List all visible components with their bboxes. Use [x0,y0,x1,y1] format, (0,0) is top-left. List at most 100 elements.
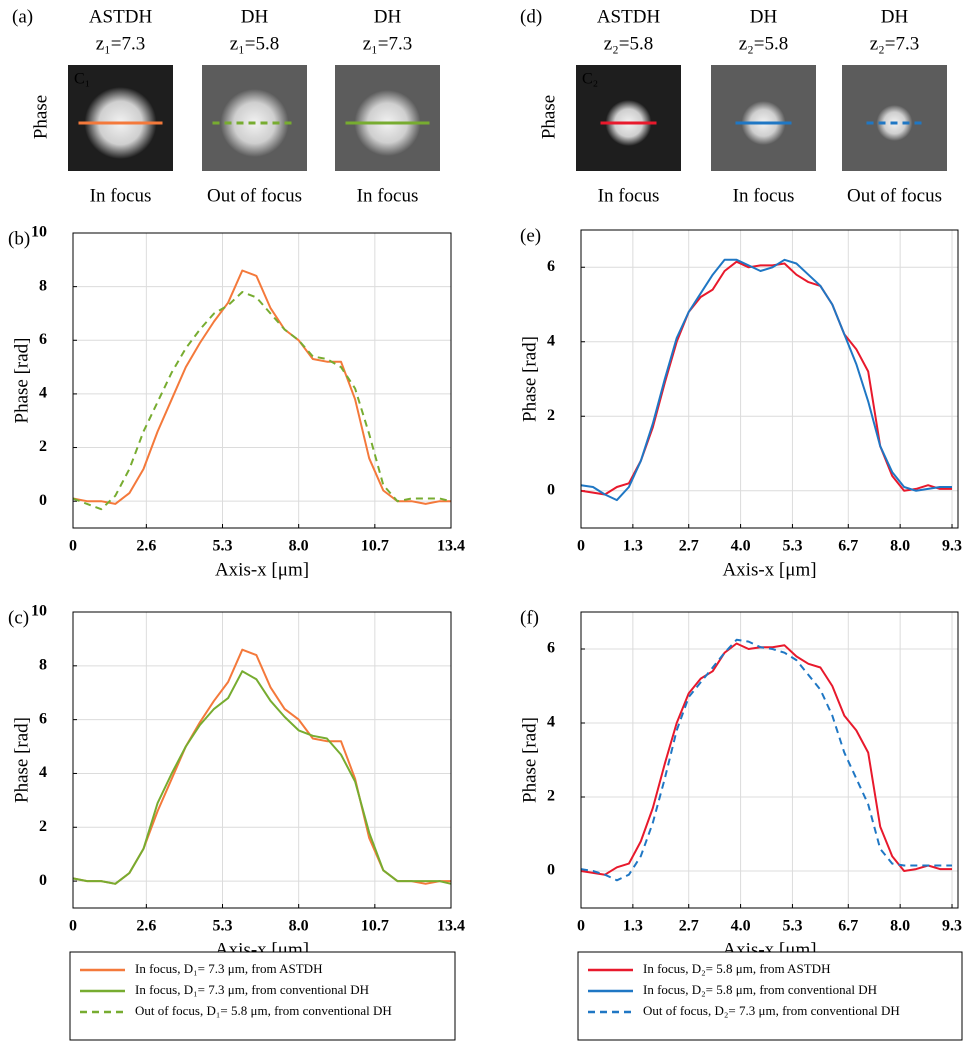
x-tick-label: 13.4 [437,918,465,935]
data-line [580,258,952,502]
y-axis-label: Phase [rad] [11,338,32,424]
data-line [72,269,451,505]
z-label: z₁=7.3 [96,33,146,54]
y-tick-label: 0 [547,481,555,498]
x-tick-label: 2.6 [136,538,156,555]
image-caption: In focus [598,185,660,206]
legend-label: Out of focus, D₁= 5.8 μm, from conventio… [135,1003,392,1018]
x-tick-label: 0 [69,918,77,935]
x-tick-label: 0 [577,538,585,555]
panel-label: (c) [8,607,29,628]
legend-label: In focus, D₁= 7.3 μm, from ASTDH [135,961,322,976]
y-tick-label: 6 [39,710,47,727]
x-tick-label: 2.7 [679,538,699,555]
y-tick-label: 6 [39,331,47,348]
plot-frame [72,232,452,529]
plot-frame [580,229,959,529]
y-axis-label: Phase [538,95,559,139]
y-tick-label: 10 [31,603,47,620]
x-axis-label: Axis-x [μm] [722,559,816,580]
y-tick-label: 2 [547,407,555,424]
z-label: z₁=5.8 [230,33,280,54]
y-tick-label: 0 [547,862,555,879]
legend-label: Out of focus, D₂= 7.3 μm, from conventio… [643,1003,900,1018]
x-axis-label: Axis-x [μm] [215,559,309,580]
z-label: z₁=7.3 [363,33,413,54]
image-title: DH [750,6,778,27]
data-line [580,642,952,876]
data-line [72,291,452,511]
legend-box [69,951,456,1041]
legend-box [577,951,963,1041]
plot-frame [72,611,452,909]
image-caption: In focus [733,185,795,206]
image-title: DH [241,6,269,27]
x-tick-label: 0 [577,918,585,935]
panel-label: (f) [520,607,539,628]
image-marker: C₂ [582,71,598,88]
image-title: DH [374,6,402,27]
x-tick-label: 6.7 [838,918,858,935]
y-tick-label: 4 [547,714,555,731]
image-title: ASTDH [89,6,153,27]
z-label: z₂=7.3 [870,33,920,54]
x-tick-label: 4.0 [731,538,751,555]
x-tick-label: 1.3 [623,918,643,935]
x-tick-label: 4.0 [731,918,751,935]
x-tick-label: 5.3 [213,538,233,555]
image-caption: In focus [357,185,419,206]
y-axis-label: Phase [rad] [519,336,540,422]
panel-label: (a) [12,6,33,27]
data-line [72,648,451,885]
image-title: DH [881,6,909,27]
z-label: z₂=5.8 [604,33,654,54]
y-tick-label: 0 [39,872,47,889]
legend-label: In focus, D₁= 7.3 μm, from conventional … [135,982,369,997]
y-axis-label: Phase [rad] [11,717,32,803]
plot-frame [580,611,959,909]
y-tick-label: 2 [547,788,555,805]
x-tick-label: 9.3 [942,538,962,555]
x-tick-label: 2.7 [679,918,699,935]
x-tick-label: 1.3 [623,538,643,555]
image-marker: C₁ [74,71,90,88]
y-tick-label: 4 [547,332,555,349]
image-caption: Out of focus [207,185,302,206]
y-tick-label: 0 [39,492,47,509]
x-tick-label: 10.7 [361,538,389,555]
x-tick-label: 5.3 [782,918,802,935]
x-tick-label: 0 [69,538,77,555]
x-tick-label: 2.6 [136,918,156,935]
x-tick-label: 8.0 [890,538,910,555]
panel-label: (d) [520,6,542,27]
data-line [580,638,952,882]
panel-label: (b) [8,228,30,249]
y-tick-label: 8 [39,277,47,294]
y-tick-label: 4 [39,385,47,402]
x-tick-label: 10.7 [361,918,389,935]
y-tick-label: 4 [39,764,47,781]
x-tick-label: 8.0 [289,538,309,555]
x-tick-label: 9.3 [942,918,962,935]
legend-label: In focus, D₂= 5.8 μm, from ASTDH [643,961,830,976]
y-tick-label: 6 [547,640,555,657]
z-label: z₂=5.8 [739,33,789,54]
y-tick-label: 10 [31,224,47,241]
y-axis-label: Phase [rad] [519,717,540,803]
y-tick-label: 6 [547,258,555,275]
y-axis-label: Phase [30,95,51,139]
data-line [72,670,452,885]
x-tick-label: 5.3 [782,538,802,555]
x-tick-label: 8.0 [890,918,910,935]
y-tick-label: 2 [39,818,47,835]
image-title: ASTDH [597,6,661,27]
x-tick-label: 5.3 [213,918,233,935]
y-tick-label: 2 [39,438,47,455]
x-tick-label: 13.4 [437,538,465,555]
image-caption: Out of focus [847,185,942,206]
panel-label: (e) [520,225,541,246]
data-line [580,260,952,496]
legend-label: In focus, D₂= 5.8 μm, from conventional … [643,982,877,997]
x-tick-label: 8.0 [289,918,309,935]
